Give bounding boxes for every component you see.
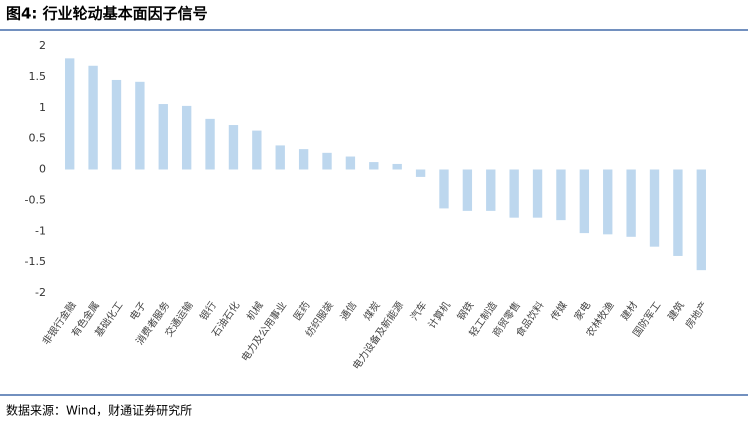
bar xyxy=(65,58,75,170)
bar xyxy=(603,169,613,235)
y-tick-label: 2 xyxy=(39,39,46,52)
bar xyxy=(369,162,379,170)
bar xyxy=(415,169,426,177)
source-note: 数据来源：Wind，财通证券研究所 xyxy=(6,403,192,418)
bar xyxy=(111,79,122,170)
y-tick-label: -0.5 xyxy=(25,193,46,206)
bar xyxy=(228,125,239,170)
bar xyxy=(205,118,215,170)
x-tick-label: 煤炭 xyxy=(361,299,383,323)
y-tick-label: -1 xyxy=(35,224,46,237)
bar xyxy=(509,169,519,218)
bar xyxy=(626,169,636,237)
y-tick-label: 0.5 xyxy=(29,132,47,145)
x-tick-label: 家电 xyxy=(571,299,593,323)
y-tick-label: 0 xyxy=(39,163,46,176)
x-tick-label: 医药 xyxy=(291,300,312,323)
x-tick-label: 汽车 xyxy=(407,299,429,323)
x-tick-label: 机械 xyxy=(244,299,266,323)
x-tick-label: 非银行金融 xyxy=(39,299,78,347)
bar xyxy=(135,81,145,170)
bar xyxy=(439,169,449,209)
bar xyxy=(158,104,168,170)
y-tick-label: 1 xyxy=(39,101,46,114)
bar xyxy=(322,152,332,170)
x-tick-label: 计算机 xyxy=(425,299,453,331)
bar xyxy=(298,149,309,170)
bar xyxy=(275,145,285,170)
x-tick-label: 银行 xyxy=(197,299,219,323)
bar xyxy=(579,169,590,234)
x-tick-label: 通信 xyxy=(338,300,359,323)
chart-title: 图4: 行业轮动基本面因子信号 xyxy=(6,5,208,23)
y-tick-label: 1.5 xyxy=(29,70,47,83)
x-tick-label: 电子 xyxy=(127,299,149,323)
bar xyxy=(556,169,566,221)
bar xyxy=(181,105,192,170)
bar xyxy=(345,156,356,170)
y-tick-label: -2 xyxy=(35,286,46,299)
x-tick-label: 建材 xyxy=(618,299,640,323)
bar xyxy=(392,163,402,170)
y-tick-label: -1.5 xyxy=(25,255,46,268)
bar xyxy=(696,169,706,271)
x-tick-label: 传媒 xyxy=(549,300,570,323)
bar xyxy=(532,169,543,218)
x-tick-label: 房地产 xyxy=(682,299,710,331)
bar xyxy=(486,169,496,211)
bar xyxy=(462,169,473,211)
x-tick-label: 建筑 xyxy=(665,299,687,323)
x-tick-label: 钢铁 xyxy=(454,299,476,323)
bar xyxy=(673,169,683,256)
bar xyxy=(252,130,262,170)
bar xyxy=(88,65,98,170)
bar xyxy=(649,169,660,247)
